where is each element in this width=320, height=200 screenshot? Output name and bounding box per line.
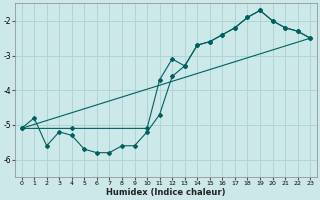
X-axis label: Humidex (Indice chaleur): Humidex (Indice chaleur) [106,188,226,197]
